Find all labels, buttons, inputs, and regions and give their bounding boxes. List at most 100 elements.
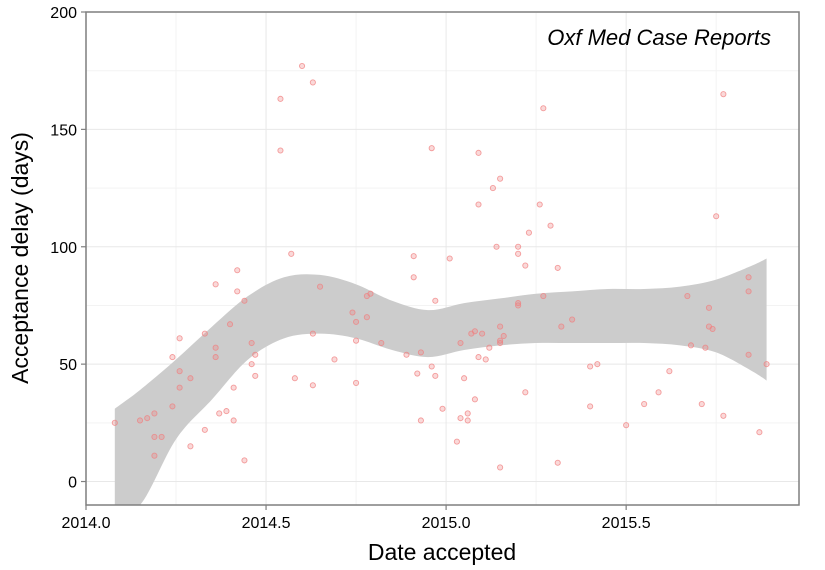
data-point bbox=[136, 417, 144, 424]
data-point bbox=[439, 405, 446, 412]
data-point bbox=[252, 351, 259, 358]
data-point bbox=[226, 321, 234, 328]
data-point bbox=[230, 417, 237, 424]
data-point bbox=[403, 351, 410, 358]
data-point bbox=[745, 274, 752, 281]
y-tick-label: 200 bbox=[50, 5, 77, 22]
data-point bbox=[641, 401, 648, 408]
data-point bbox=[432, 372, 439, 379]
data-point bbox=[698, 401, 705, 408]
data-point bbox=[111, 419, 118, 426]
data-point bbox=[461, 375, 468, 382]
data-point bbox=[587, 363, 594, 370]
data-point bbox=[515, 250, 522, 257]
data-point bbox=[709, 325, 716, 332]
plot-title: Oxf Med Case Reports bbox=[547, 25, 771, 50]
data-point bbox=[655, 389, 662, 396]
smooth-confidence-band-group bbox=[114, 258, 767, 505]
data-point bbox=[540, 293, 547, 300]
data-point bbox=[378, 339, 385, 347]
data-point bbox=[223, 408, 230, 415]
data-point bbox=[497, 464, 504, 471]
data-point bbox=[475, 149, 482, 156]
data-point bbox=[684, 293, 691, 300]
data-point bbox=[594, 361, 601, 368]
data-point bbox=[497, 323, 504, 330]
y-tick-label: 150 bbox=[50, 122, 77, 139]
data-point bbox=[720, 412, 727, 419]
data-point bbox=[453, 438, 460, 445]
data-point bbox=[291, 375, 298, 382]
data-point bbox=[457, 339, 464, 347]
x-tick-label: 2014.0 bbox=[62, 515, 111, 532]
data-point bbox=[151, 433, 158, 440]
y-tick-label: 100 bbox=[50, 240, 77, 257]
data-point bbox=[536, 201, 543, 208]
data-point bbox=[428, 145, 435, 152]
data-point bbox=[432, 297, 439, 304]
data-point bbox=[756, 429, 763, 436]
data-point bbox=[309, 79, 316, 86]
data-point bbox=[666, 368, 673, 375]
data-point bbox=[234, 288, 241, 295]
data-point bbox=[414, 370, 421, 377]
data-point bbox=[417, 417, 424, 424]
data-point bbox=[497, 337, 504, 344]
data-point bbox=[410, 274, 417, 281]
data-point bbox=[367, 290, 374, 297]
data-point bbox=[169, 403, 176, 410]
data-point bbox=[763, 361, 770, 368]
data-point bbox=[187, 443, 194, 450]
data-point bbox=[705, 304, 713, 311]
data-point bbox=[288, 250, 295, 257]
data-point bbox=[234, 267, 241, 274]
data-point bbox=[331, 356, 338, 363]
data-point bbox=[687, 342, 695, 349]
data-point bbox=[558, 323, 565, 330]
data-point bbox=[475, 201, 482, 208]
plot-border bbox=[85, 11, 800, 506]
x-tick-label: 2014.5 bbox=[242, 515, 291, 532]
data-point bbox=[471, 328, 478, 335]
data-point bbox=[554, 459, 561, 466]
data-point bbox=[212, 344, 219, 351]
data-point bbox=[522, 262, 529, 269]
data-point bbox=[353, 318, 360, 325]
data-point bbox=[201, 426, 208, 433]
y-tick-label: 50 bbox=[59, 357, 77, 374]
data-point bbox=[201, 330, 208, 337]
data-point bbox=[353, 337, 360, 344]
data-point bbox=[493, 243, 500, 250]
data-point bbox=[522, 389, 529, 396]
data-point bbox=[176, 368, 183, 375]
data-point bbox=[500, 332, 507, 340]
data-point bbox=[745, 351, 752, 358]
data-point bbox=[489, 185, 496, 192]
data-point bbox=[569, 316, 576, 323]
data-points bbox=[111, 62, 770, 471]
data-point bbox=[587, 403, 594, 410]
data-point bbox=[176, 335, 183, 342]
data-point bbox=[277, 147, 284, 154]
data-point bbox=[252, 372, 259, 379]
data-point bbox=[525, 229, 532, 236]
data-point bbox=[417, 349, 424, 356]
data-point bbox=[176, 384, 183, 391]
data-point bbox=[144, 415, 151, 422]
x-axis-title: Date accepted bbox=[368, 539, 516, 565]
data-point bbox=[309, 330, 316, 337]
data-point bbox=[479, 330, 486, 337]
data-point bbox=[464, 417, 471, 424]
data-point bbox=[187, 375, 194, 382]
data-point bbox=[317, 283, 324, 290]
data-point bbox=[540, 105, 547, 112]
data-point bbox=[497, 175, 504, 182]
data-point bbox=[486, 344, 493, 351]
data-point bbox=[353, 379, 360, 386]
data-point bbox=[216, 410, 223, 417]
data-point bbox=[309, 382, 316, 389]
axis-ticks: 2014.0 2014.5 2015.0 2015.5 0 50 100 150 200 bbox=[50, 5, 650, 532]
data-point bbox=[464, 410, 471, 417]
data-point bbox=[151, 452, 158, 459]
data-point bbox=[720, 91, 727, 98]
